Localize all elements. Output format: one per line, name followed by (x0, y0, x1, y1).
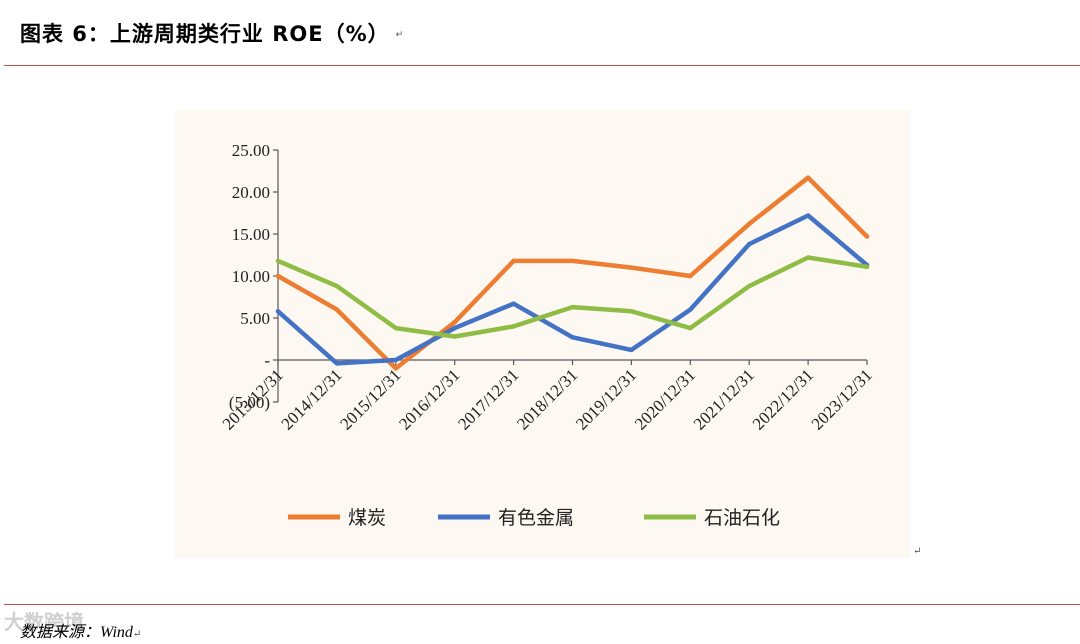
x-tick-label: 2014/12/31 (278, 365, 346, 433)
data-point (570, 258, 575, 264)
data-point (334, 361, 340, 366)
data-point (805, 255, 811, 260)
x-tick-label: 2022/12/31 (749, 365, 817, 433)
data-point (864, 234, 870, 239)
data-point (334, 283, 340, 289)
legend-label: 石油石化 (704, 507, 780, 529)
data-point (393, 325, 398, 331)
data-point (747, 283, 752, 289)
title-text: 图表 6：上游周期类行业 ROE（%） (20, 22, 390, 46)
data-point (805, 213, 811, 218)
data-point (864, 264, 870, 269)
source-return-mark: ↵ (132, 629, 142, 640)
y-tick-label: 25.00 (232, 141, 270, 160)
x-tick-label: 2020/12/31 (631, 365, 699, 433)
data-point (570, 304, 575, 310)
data-point (629, 347, 634, 353)
data-point (275, 273, 281, 279)
legend-label: 煤炭 (348, 507, 386, 529)
y-tick-label: - (264, 351, 270, 370)
data-point (511, 258, 516, 264)
x-tick-label: 2019/12/31 (572, 365, 640, 433)
y-tick-label: 10.00 (232, 267, 270, 286)
roe-line-chart: 25.0020.0015.0010.005.00-(5.00)2013/12/3… (219, 141, 876, 529)
x-tick-label: 2017/12/31 (454, 365, 522, 433)
report-title: 图表 6：上游周期类行业 ROE（%） ↵ (20, 18, 404, 48)
data-point (688, 273, 693, 279)
data-point (452, 334, 457, 339)
data-point (511, 324, 516, 329)
y-tick-label: 5.00 (240, 309, 270, 328)
y-tick-label: 20.00 (232, 183, 270, 202)
chart-panel: 25.00 20.00 15.00 10.00 5.00- (5.00) 2013/12/3… (175, 110, 910, 558)
x-tick-label: 2016/12/31 (395, 365, 463, 433)
data-point (688, 325, 693, 331)
y-tick-label: (5.00) (229, 393, 270, 412)
data-point (393, 357, 398, 363)
data-point (452, 320, 457, 325)
data-point (334, 307, 340, 312)
data-point (629, 309, 634, 314)
source-note: 数据来源：Wind↵ (20, 618, 141, 642)
data-point (275, 309, 281, 314)
data-point (747, 221, 752, 227)
source-text: 数据来源：Wind (20, 624, 133, 641)
y-tick-label: 15.00 (232, 225, 270, 244)
watermark-text: 大数跨境 (4, 610, 84, 634)
data-point (629, 265, 634, 270)
data-point (570, 335, 575, 340)
data-point (452, 325, 457, 331)
x-tick-label: 2023/12/31 (808, 365, 876, 433)
x-tick-label: 2021/12/31 (690, 365, 758, 433)
data-point (747, 241, 752, 247)
x-tick-label: 2018/12/31 (513, 365, 581, 433)
top-divider (4, 65, 1080, 66)
data-point (511, 301, 516, 306)
data-point (275, 258, 281, 264)
title-return-mark: ↵ (395, 30, 405, 40)
legend-label: 有色金属 (498, 507, 574, 529)
data-point (688, 307, 693, 312)
data-point (393, 366, 398, 371)
data-point (805, 175, 811, 180)
series-line-3 (275, 255, 870, 339)
bottom-divider (4, 604, 1080, 605)
x-tick-label: 2015/12/31 (336, 365, 404, 433)
paragraph-mark: ↵ (913, 546, 922, 557)
